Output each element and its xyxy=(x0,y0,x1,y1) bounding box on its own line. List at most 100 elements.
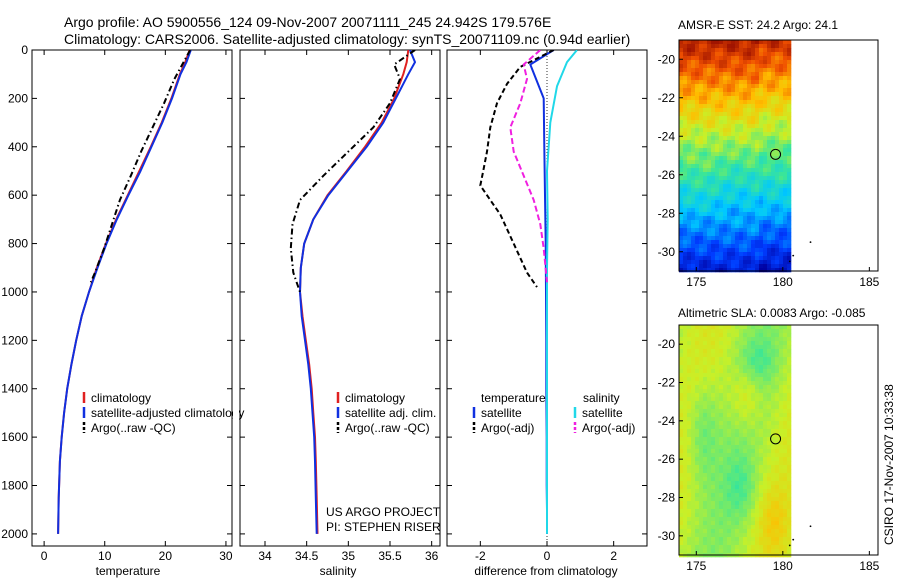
map-cell xyxy=(759,68,764,73)
map-cell xyxy=(711,381,716,386)
map-cell xyxy=(787,252,792,257)
map-cell xyxy=(683,224,688,229)
map-cell xyxy=(679,232,684,237)
map-cell xyxy=(743,337,748,342)
map-cell xyxy=(691,465,696,470)
map-cell xyxy=(779,104,784,109)
map-cell xyxy=(779,425,784,430)
map-cell xyxy=(679,156,684,161)
map-cell xyxy=(695,461,700,466)
map-cell xyxy=(759,545,764,550)
map-cell xyxy=(679,172,684,177)
map-cell xyxy=(779,529,784,534)
map-cell xyxy=(751,349,756,354)
map-cell xyxy=(747,264,752,269)
map-cell xyxy=(771,76,776,81)
map-cell xyxy=(719,381,724,386)
map-cell xyxy=(731,204,736,209)
map-cell xyxy=(699,236,704,241)
map-cell xyxy=(723,196,728,201)
map-cell xyxy=(687,84,692,89)
map-cell xyxy=(771,493,776,498)
map-cell xyxy=(731,417,736,422)
map-cell xyxy=(755,373,760,378)
map-cell xyxy=(715,469,720,474)
map-cell xyxy=(775,136,780,141)
map-cell xyxy=(763,56,768,61)
map-cell xyxy=(711,136,716,141)
map-cell xyxy=(735,477,740,482)
map-cell xyxy=(719,353,724,358)
map-cell xyxy=(679,64,684,69)
map-cell xyxy=(711,84,716,89)
map-cell xyxy=(691,220,696,225)
map-cell xyxy=(699,421,704,426)
map-cell xyxy=(703,501,708,506)
map-cell xyxy=(755,501,760,506)
map-cell xyxy=(723,144,728,149)
map-cell xyxy=(719,493,724,498)
map-cell xyxy=(755,56,760,61)
map-cell xyxy=(683,457,688,462)
map-cell xyxy=(687,513,692,518)
map-cell xyxy=(723,425,728,430)
map-cell xyxy=(691,525,696,530)
map-cell xyxy=(687,232,692,237)
map-cell xyxy=(703,196,708,201)
map-cell xyxy=(691,453,696,458)
series-climatology xyxy=(299,50,410,534)
map-cell xyxy=(783,116,788,121)
temperature-legend-satellite: satellite-adjusted climatology xyxy=(91,406,244,420)
map-cell xyxy=(787,425,792,430)
map-cell xyxy=(779,248,784,253)
map-cell xyxy=(699,537,704,542)
map-cell xyxy=(743,212,748,217)
map-cell xyxy=(679,56,684,61)
map-cell xyxy=(699,545,704,550)
map-cell xyxy=(719,365,724,370)
map-cell xyxy=(735,68,740,73)
map-cell xyxy=(687,549,692,554)
map-cell xyxy=(699,469,704,474)
map-cell xyxy=(699,200,704,205)
map-y-tick-label: -20 xyxy=(658,52,676,66)
map-cell xyxy=(727,501,732,506)
map-cell xyxy=(707,329,712,334)
map-cell xyxy=(711,361,716,366)
x-tick-label: 0 xyxy=(41,549,48,563)
map-cell xyxy=(775,256,780,261)
map-cell xyxy=(783,449,788,454)
map-cell xyxy=(703,353,708,358)
map-cell xyxy=(743,509,748,514)
map-cell xyxy=(691,505,696,510)
map-cell xyxy=(767,441,772,446)
map-cell xyxy=(739,168,744,173)
map-cell xyxy=(691,509,696,514)
map-cell xyxy=(703,413,708,418)
map-cell xyxy=(711,48,716,53)
map-cell xyxy=(767,52,772,57)
map-cell xyxy=(747,529,752,534)
map-cell xyxy=(727,549,732,554)
map-cell xyxy=(727,172,732,177)
map-cell xyxy=(739,381,744,386)
map-cell xyxy=(723,240,728,245)
map-cell xyxy=(691,541,696,546)
map-cell xyxy=(759,421,764,426)
map-cell xyxy=(679,264,684,269)
map-cell xyxy=(787,236,792,241)
map-cell xyxy=(695,377,700,382)
map-cell xyxy=(735,48,740,53)
map-cell xyxy=(699,525,704,530)
map-cell xyxy=(751,160,756,165)
map-cell xyxy=(775,184,780,189)
map-cell xyxy=(731,208,736,213)
map-cell xyxy=(695,268,700,273)
map-cell xyxy=(719,164,724,169)
map-cell xyxy=(767,397,772,402)
map-cell xyxy=(787,228,792,233)
map-cell xyxy=(703,116,708,121)
map-cell xyxy=(783,437,788,442)
map-cell xyxy=(707,473,712,478)
map-cell xyxy=(719,341,724,346)
